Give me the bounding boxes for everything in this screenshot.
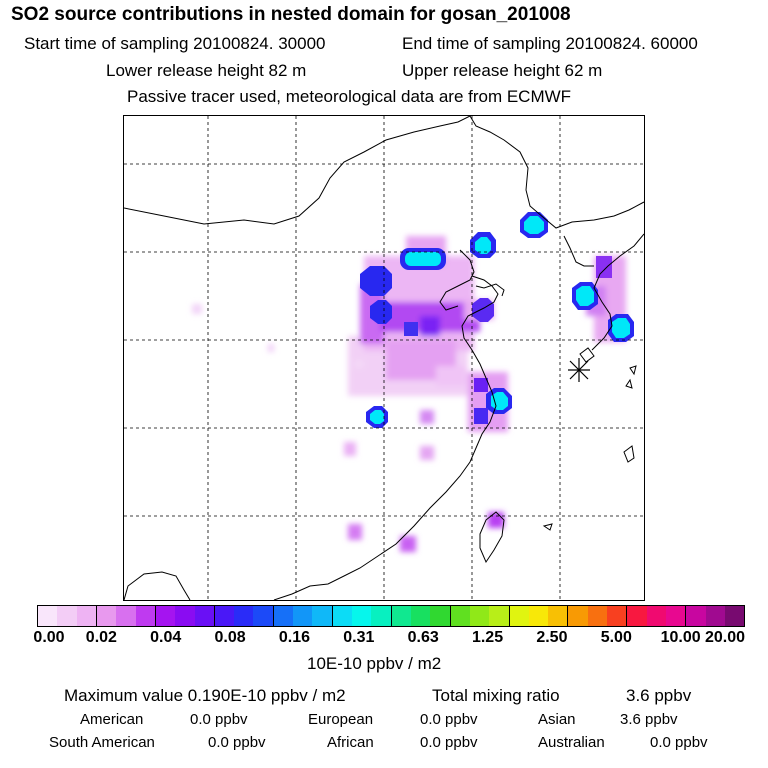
colorbar-tick-label: 0.16 [278, 629, 311, 646]
region-name-african: African [327, 734, 374, 751]
total-mixing-value: 3.6 ppbv [626, 686, 692, 705]
colorbar-swatch [489, 606, 510, 626]
colorbar-swatch [469, 606, 490, 626]
start-time-label: Start time of sampling 20100824. 30000 [24, 34, 326, 53]
region-value-south-american: 0.0 ppbv [208, 734, 266, 751]
region-name-asian: Asian [538, 711, 576, 728]
colorbar-unit: 10E-10 ppbv / m2 [307, 654, 442, 673]
colorbar-tick-label: 2.50 [536, 629, 568, 646]
colorbar-swatch [391, 606, 411, 626]
hotspot-seoul-core [576, 286, 594, 306]
region-value-australian: 0.0 ppbv [650, 734, 708, 751]
region-value-american: 0.0 ppbv [190, 711, 248, 728]
colorbar-tick-label: 0.04 [150, 629, 182, 646]
colorbar-swatch [352, 606, 372, 626]
colorbar-swatch [371, 606, 392, 626]
colorbar-swatch [627, 606, 647, 626]
colorbar-swatch [450, 606, 470, 626]
region-value-african: 0.0 ppbv [420, 734, 478, 751]
hotspot-hangzhou [474, 408, 488, 424]
region-name-american: American [80, 711, 144, 728]
hotspots [360, 212, 634, 428]
colorbar-swatch [135, 606, 156, 626]
colorbar-swatch [666, 606, 687, 626]
colorbar-swatch [430, 606, 451, 626]
hotspot-shanghai-core [491, 392, 508, 410]
hotspot-pyongyang [596, 256, 612, 278]
region-name-european: European [308, 711, 374, 728]
region-value-european: 0.0 ppbv [420, 711, 478, 728]
colorbar-tick-label: 10.00 [660, 629, 701, 646]
region-name-australian: Australian [538, 734, 605, 751]
colorbar-swatch [332, 606, 352, 626]
end-time-label: End time of sampling 20100824. 60000 [402, 34, 698, 53]
colorbar-swatch [116, 606, 136, 626]
colorbar-tick-label: 0.31 [343, 629, 375, 646]
upper-height-label: Upper release height 62 m [402, 61, 603, 80]
total-mixing-label: Total mixing ratio [432, 686, 560, 705]
hotspot-busan-core [612, 318, 630, 338]
plot-title: SO2 source contributions in nested domai… [11, 4, 571, 25]
colorbar-swatch [607, 606, 628, 626]
colorbar-swatch [686, 606, 706, 626]
colorbar-swatch [38, 606, 58, 626]
receptor-asterisk-icon [568, 358, 590, 382]
contribution-field [192, 236, 626, 552]
colorbar-swatch [234, 606, 254, 626]
colorbar-swatch [724, 606, 745, 626]
region-name-south-american: South American [49, 734, 155, 751]
colorbar-swatch [293, 606, 313, 626]
colorbar-swatch [568, 606, 588, 626]
hotspot-shandong-west [404, 322, 418, 336]
hotspot-wuhan-core [370, 410, 384, 424]
colorbar-tick-label: 0.00 [33, 629, 65, 646]
colorbar-tick-label: 1.25 [471, 629, 504, 646]
hotspot-shandong-east [472, 298, 494, 322]
colorbar-swatch [76, 606, 97, 626]
colorbar-swatch [528, 606, 549, 626]
colorbar-swatch [509, 606, 529, 626]
colorbar-tick-label: 0.02 [85, 629, 117, 646]
colorbar-swatch [312, 606, 333, 626]
lat-lon-grid [124, 116, 644, 600]
lower-height-label: Lower release height 82 m [106, 61, 307, 80]
colorbar-swatch [705, 606, 725, 626]
hotspot-beijing-core [405, 252, 441, 266]
max-value-label: Maximum value 0.190E-10 ppbv / m2 [64, 686, 346, 705]
colorbar-swatch [57, 606, 77, 626]
colorbar-swatch [214, 606, 235, 626]
colorbar-swatch [175, 606, 195, 626]
coastlines [124, 116, 644, 600]
hotspot-nanjing [474, 378, 488, 392]
hotspot-shijiazhuang [370, 300, 392, 324]
tracer-note: Passive tracer used, meteorological data… [127, 87, 572, 106]
colorbar-swatch [587, 606, 608, 626]
colorbar-swatch [155, 606, 176, 626]
source-contribution-map [123, 115, 645, 601]
hotspot-tangshan [360, 266, 392, 296]
colorbar-swatch [273, 606, 294, 626]
colorbar-swatch [194, 606, 215, 626]
colorbar-tick-label: 0.63 [407, 629, 439, 646]
region-value-asian: 3.6 ppbv [620, 711, 678, 728]
colorbar-tick-label: 0.08 [214, 629, 246, 646]
colorbar-swatch [646, 606, 666, 626]
hotspot-shenyang-core [524, 216, 544, 234]
colorbar-swatch [410, 606, 431, 626]
colorbar-swatch [96, 606, 117, 626]
colorbar-tick-label: 5.00 [600, 629, 632, 646]
colorbar-tick-label: 20.00 [704, 629, 746, 646]
hotspot-dalian-core [475, 237, 491, 254]
colorbar-swatch [253, 606, 274, 626]
colorbar-swatch [548, 606, 569, 626]
colorbar [37, 605, 745, 627]
